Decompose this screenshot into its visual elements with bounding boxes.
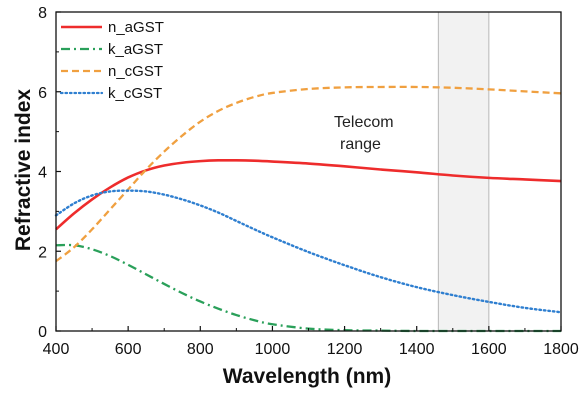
x-tick-label: 1200 (327, 341, 363, 358)
legend-label-k-agst: k_aGST (108, 41, 163, 58)
x-tick-label: 1400 (399, 341, 435, 358)
axis-ticks: 400 600 800 1000 1200 1400 1600 1800 0 2 4 6 8 (38, 5, 579, 358)
x-axis-title: Wavelength (nm) (223, 365, 391, 388)
series-line-n-agst (55, 158, 562, 231)
x-tick-label: 600 (115, 341, 142, 358)
telecom-annotation-line2: range (340, 136, 381, 153)
x-tick-label: 400 (43, 341, 70, 358)
telecom-annotation-line1: Telecom (334, 114, 394, 131)
legend: n_aGST k_aGST n_cGST k_cGST (59, 19, 164, 102)
y-tick-label: 0 (38, 324, 47, 341)
y-tick-label: 6 (38, 85, 47, 102)
y-tick-label: 4 (38, 165, 47, 182)
legend-label-n-cgst: n_cGST (108, 63, 163, 80)
telecom-band-fill (438, 12, 489, 331)
series-line-k-cgst (54, 189, 563, 314)
legend-label-k-cgst: k_cGST (108, 85, 162, 102)
x-tick-label: 1000 (255, 341, 291, 358)
y-tick-label: 8 (38, 5, 47, 22)
y-tick-label: 2 (38, 244, 47, 261)
x-tick-label: 800 (187, 341, 214, 358)
legend-label-n-agst: n_aGST (108, 19, 164, 36)
series-line-n-cgst (55, 85, 562, 263)
y-axis-title: Refractive index (12, 89, 35, 252)
telecom-range-band (437, 12, 490, 331)
x-tick-label: 1800 (543, 341, 579, 358)
x-tick-label: 1600 (471, 341, 507, 358)
